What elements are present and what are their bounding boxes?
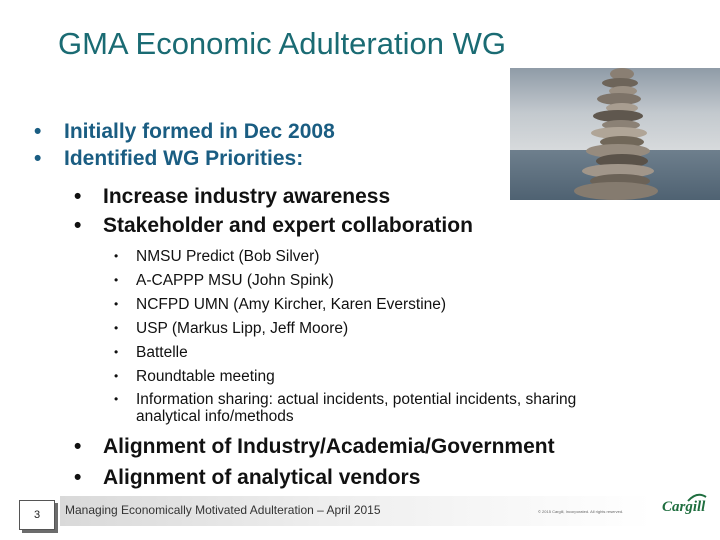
bullet-text: Alignment of Industry/Academia/Governmen… <box>103 435 555 458</box>
collaborator-text: Roundtable meeting <box>136 368 275 385</box>
bullet-marker: • <box>114 345 119 359</box>
collaborator-text: Information sharing: actual incidents, p… <box>136 391 577 425</box>
collaborator-text: USP (Markus Lipp, Jeff Moore) <box>136 320 349 337</box>
footer-title: Managing Economically Motivated Adultera… <box>65 503 381 517</box>
collaborator-text: NMSU Predict (Bob Silver) <box>136 248 320 265</box>
bullet-marker: • <box>114 369 119 383</box>
bullet-text: Identified WG Priorities: <box>64 147 304 170</box>
bullet-marker: • <box>34 120 42 143</box>
cargill-logo: Cargill <box>662 499 706 515</box>
footer-copyright: © 2015 Cargill, Incorporated. All rights… <box>538 509 624 514</box>
footer-bar <box>60 496 652 526</box>
bullet-marker: • <box>114 249 119 263</box>
stacked-stones-photo <box>510 68 720 200</box>
bullet-marker: • <box>114 321 119 335</box>
page-number: 3 <box>19 500 55 530</box>
bullet-marker: • <box>74 466 82 489</box>
slide-title: GMA Economic Adulteration WG <box>58 26 506 61</box>
collaborator-text: Battelle <box>136 344 188 361</box>
bullet-text: Increase industry awareness <box>103 185 391 208</box>
bullet-marker: • <box>114 297 119 311</box>
collaborator-text: A-CAPPP MSU (John Spink) <box>136 272 334 289</box>
bullet-marker: • <box>34 147 42 170</box>
bullet-marker: • <box>74 435 82 458</box>
bullet-marker: • <box>114 392 119 406</box>
bullet-marker: • <box>74 214 82 237</box>
bullet-marker: • <box>74 185 82 208</box>
bullet-text: Initially formed in Dec 2008 <box>64 120 335 143</box>
collaborator-text: NCFPD UMN (Amy Kircher, Karen Everstine) <box>136 296 447 313</box>
bullet-text: Alignment of analytical vendors <box>103 466 421 489</box>
bullet-text: Stakeholder and expert collaboration <box>103 214 473 237</box>
bullet-marker: • <box>114 273 119 287</box>
cargill-logo-leaf-icon <box>687 493 707 502</box>
